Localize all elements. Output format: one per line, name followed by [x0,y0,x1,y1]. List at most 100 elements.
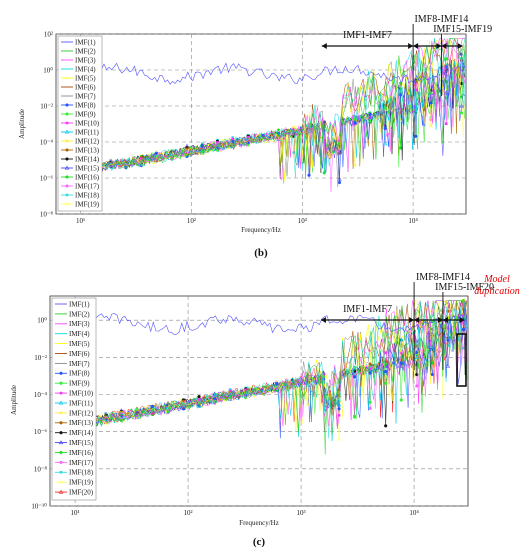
legend-box [51,297,97,501]
y-tick-label: 10⁻⁸ [40,211,54,219]
series-marker-10 [170,155,174,158]
series-marker-10 [462,314,465,318]
legend-label: IMF(18) [75,191,100,199]
series-marker-8 [384,369,388,374]
series-marker-10 [307,127,311,131]
legend-marker [58,489,64,494]
legend-marker [65,175,69,179]
series-marker-10 [197,398,201,401]
legend-label: IMF(3) [75,56,96,64]
legend-marker [59,391,63,395]
panel-b-legend: IMF(1)IMF(2)IMF(3)IMF(4)IMF(5)IMF(6)IMF(… [57,35,103,212]
legend-marker [59,431,63,435]
legend-label: IMF(14) [75,155,100,163]
legend-label: IMF(10) [69,390,94,398]
series-marker-9 [384,381,388,386]
annotation-arrow-head [436,43,442,49]
y-tick-label: 10⁻⁴ [34,391,48,399]
panel-c-x-axis-label: Frequency/Hz [239,519,279,527]
legend-marker [59,371,63,375]
legend-marker [65,184,69,188]
legend-label: IMF(11) [69,399,94,407]
legend-label: IMF(6) [69,350,90,358]
series-marker-18 [231,136,235,139]
x-tick-label: 10⁴ [408,217,418,225]
series-marker-10 [139,157,143,160]
series-marker-9 [135,407,139,411]
series-marker-10 [244,388,248,392]
legend-marker [59,471,63,474]
series-line-4 [58,38,466,179]
series-marker-8 [154,151,159,155]
annotation-label: IMF15-IMF19 [433,24,492,35]
series-marker-10 [322,373,325,376]
duplication-label: Model [483,274,510,285]
series-marker-8 [352,375,357,379]
annotation-arrow-head [442,317,448,323]
series-marker-10 [231,137,235,141]
series-line-1 [57,62,466,85]
series-marker-11 [414,355,419,360]
series-marker-8 [399,361,403,365]
annotation-arrow-head [441,43,447,49]
y-tick-label: 10⁻¹⁰ [31,503,47,511]
legend-marker [65,121,69,125]
panel-c-legend: IMF(1) IMF(2) IMF(3) IMF(4) IMF(5) IMF(6) IMF(… [51,297,97,501]
series-marker-11 [383,141,388,146]
series-marker-10 [246,135,250,139]
legend-label: IMF(2) [69,310,90,318]
series-marker-9 [368,119,372,123]
legend-label: IMF(10) [75,119,100,127]
panel-b-y-ticks: 10⁻⁸ 10⁻⁶ 10⁻⁴ 10⁻² 10⁰ 10² [40,31,54,219]
series-marker-17 [368,406,372,410]
legend-label: IMF(12) [75,137,100,145]
legend-marker [64,129,70,134]
legend-label: IMF(20) [69,489,94,497]
legend-label: IMF(4) [75,65,96,73]
series-marker-18 [444,96,448,100]
legend-label: IMF(17) [75,182,100,190]
y-tick-label: 10⁰ [37,317,47,325]
series-marker-8 [275,382,279,386]
series-marker-10 [384,351,387,354]
legend-label: IMF(19) [75,200,100,208]
series-marker-18 [353,372,356,376]
panel-b-x-axis-label: Frequency/Hz [241,226,281,234]
x-tick-label: 10³ [297,509,306,517]
x-tick-label: 10² [187,217,196,225]
duplication-label: duplication [474,286,520,297]
series-marker-10 [429,97,433,100]
panel-b-series-lines [57,37,466,192]
series-marker-18 [292,151,296,154]
legend-label: IMF(13) [75,146,100,154]
annotation-label: IMF1-IMF7 [343,304,392,315]
legend-marker [58,440,64,445]
legend-label: IMF(16) [69,449,94,457]
series-marker-14 [197,395,201,399]
legend-marker [65,139,69,143]
legend-label: IMF(2) [75,47,96,55]
series-marker-19 [337,437,341,442]
series-marker-10 [415,340,419,343]
series-marker-8 [150,404,155,409]
panel-c-caption: (c) [253,536,266,548]
legend-label: IMF(13) [69,419,94,427]
legend-label: IMF(1) [75,38,96,46]
y-tick-label: 10² [44,31,53,39]
legend-label: IMF(19) [69,479,94,487]
panel-c-x-ticks: 10¹ 10² 10³ 10⁴ [71,509,420,517]
series-path-4 [52,300,468,437]
annotation-arrow-head [457,43,463,49]
legend-label: IMF(15) [75,164,100,172]
legend-marker [59,480,63,484]
y-tick-label: 10⁻⁶ [34,428,48,436]
series-marker-13 [368,362,372,366]
series-path-2 [58,38,466,179]
legend-label: IMF(6) [75,83,96,91]
series-marker-14 [384,424,388,428]
series-line-2 [52,300,468,435]
legend-label: IMF(9) [75,110,96,118]
panel-c-annotations: IMF1-IMF7 IMF8-IMF14IMF15-IMF20Modeldupli… [320,272,520,387]
series-marker-10 [216,141,219,144]
